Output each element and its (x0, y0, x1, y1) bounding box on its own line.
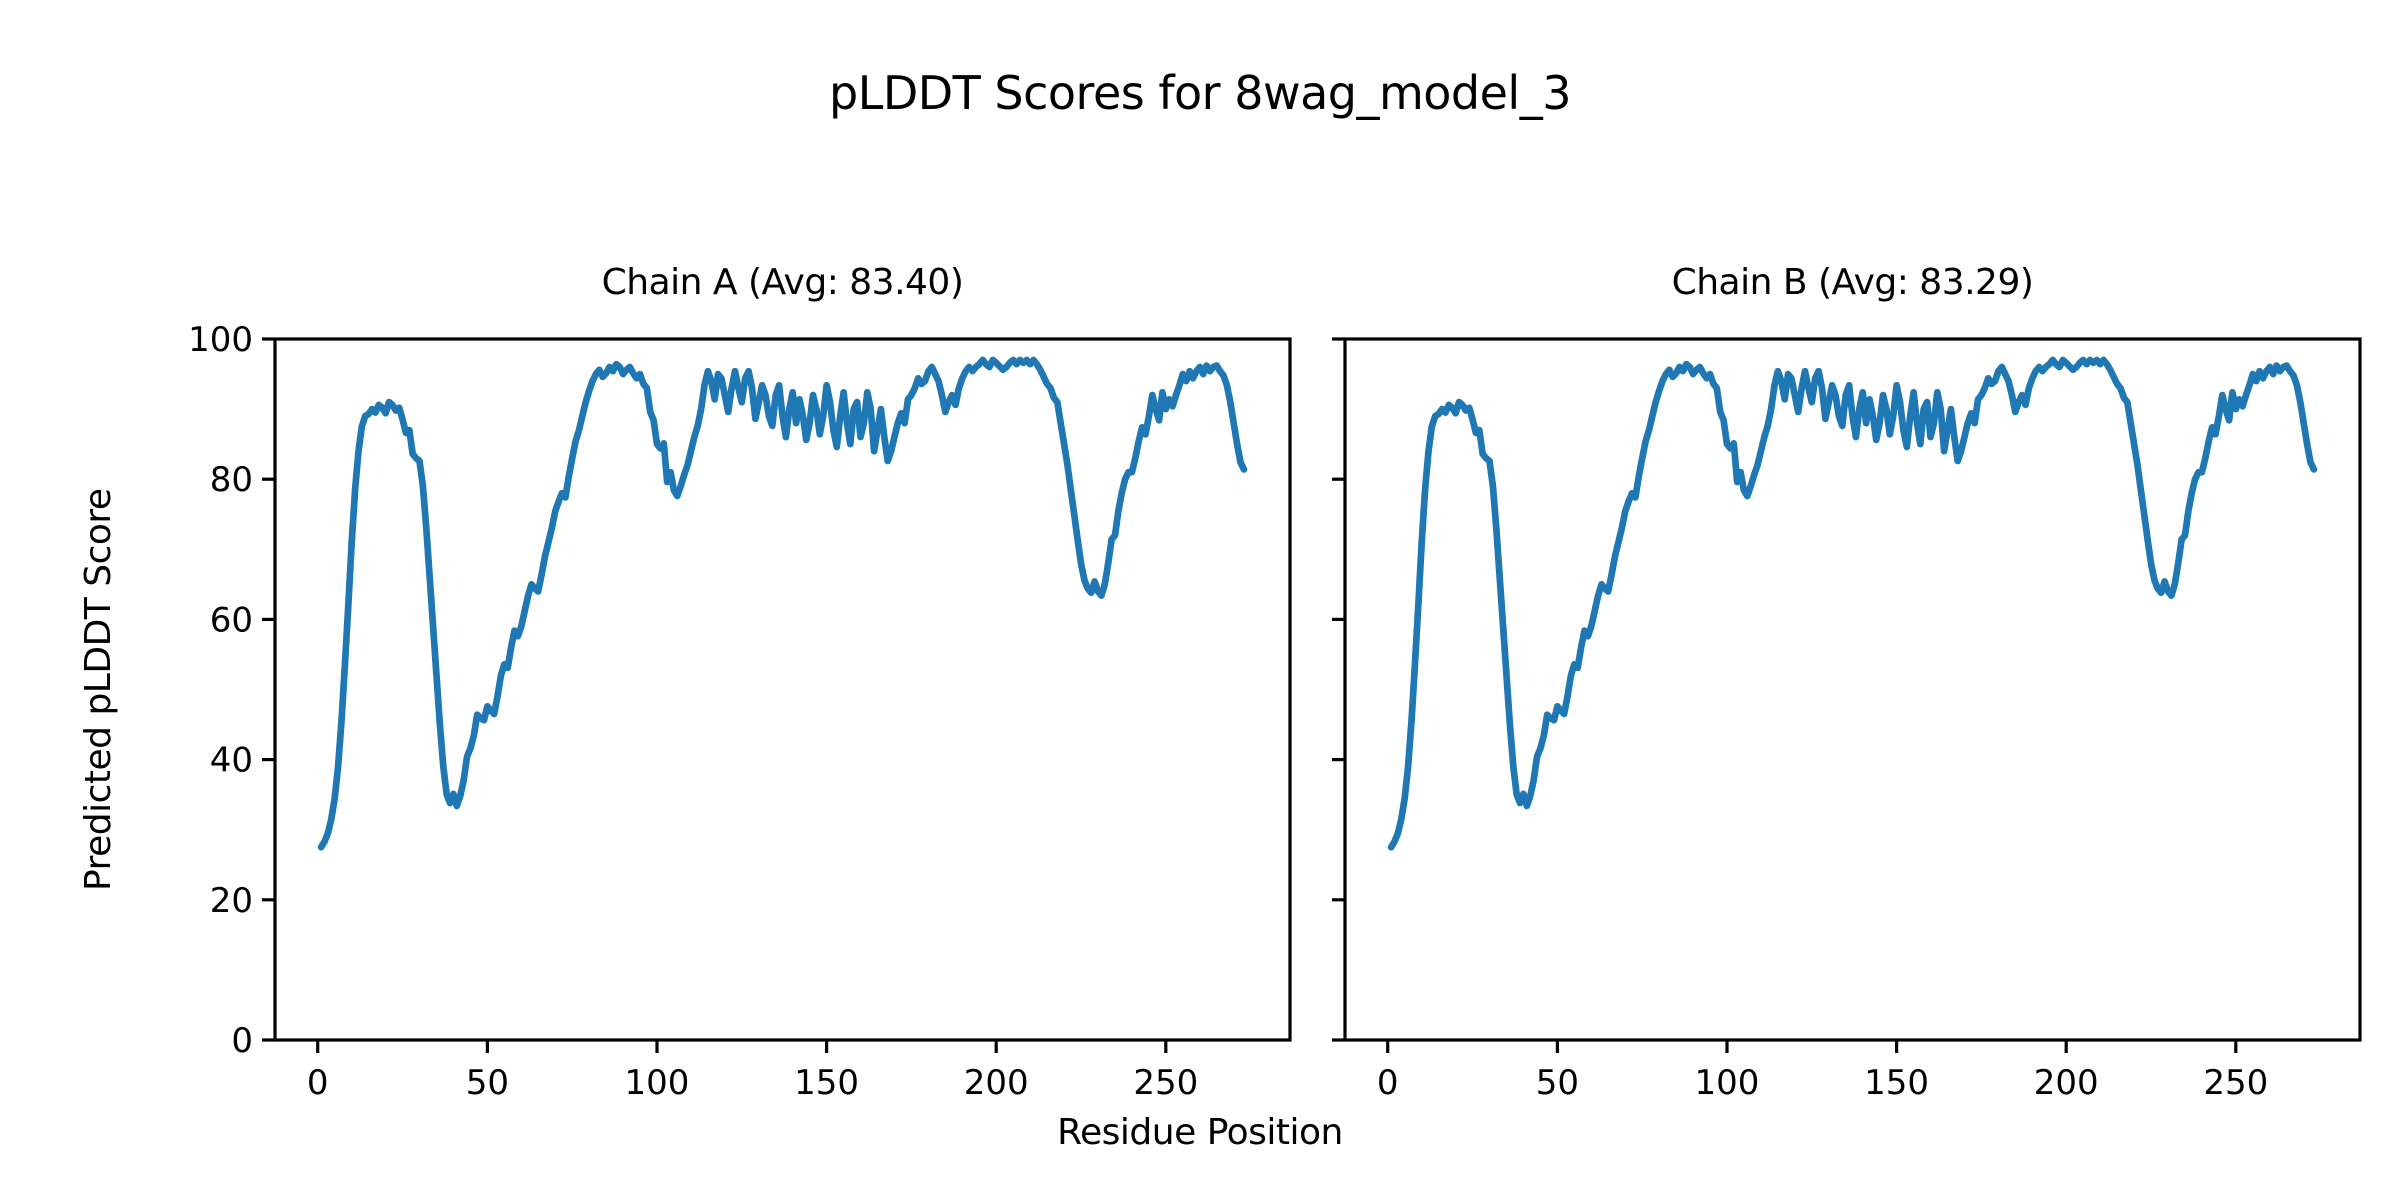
x-tick-label: 100 (625, 1063, 690, 1103)
plddt-line (317, 356, 1248, 851)
x-tick-label: 50 (466, 1063, 509, 1103)
y-tick-label: 80 (210, 460, 253, 500)
x-tick-label: 100 (1695, 1063, 1760, 1103)
x-tick-label: 0 (1377, 1063, 1399, 1103)
chain-b-plot: 0 50 100 150 200 250 (1332, 337, 2362, 1103)
x-tick-label: 150 (1864, 1063, 1929, 1103)
x-tick-label: 200 (964, 1063, 1029, 1103)
y-tick-label: 0 (231, 1021, 253, 1061)
y-axis-label: Predicted pLDDT Score (78, 488, 119, 891)
x-tick-label: 50 (1536, 1063, 1579, 1103)
chain-a-title: Chain A (Avg: 83.40) (601, 262, 964, 303)
chain-b-title: Chain B (Avg: 83.29) (1671, 262, 2034, 303)
x-axis-label: Residue Position (1057, 1112, 1343, 1153)
axes-spines (273, 337, 1292, 1042)
y-tick-label: 60 (210, 600, 253, 640)
y-tick-label: 20 (210, 881, 253, 921)
x-tick-label: 0 (307, 1063, 329, 1103)
y-tick-label: 100 (188, 320, 253, 360)
x-tick-label: 200 (2034, 1063, 2099, 1103)
plddt-line (1387, 356, 2318, 851)
axes-spines (1343, 337, 2362, 1042)
figure-title: pLDDT Scores for 8wag_model_3 (829, 66, 1571, 120)
y-tick-label: 40 (210, 741, 253, 781)
chain-a-plot: 0 50 100 150 200 250 0 20 40 60 80 100 (188, 320, 1292, 1103)
x-tick-label: 150 (794, 1063, 859, 1103)
x-tick-label: 250 (1133, 1063, 1198, 1103)
x-tick-label: 250 (2203, 1063, 2268, 1103)
